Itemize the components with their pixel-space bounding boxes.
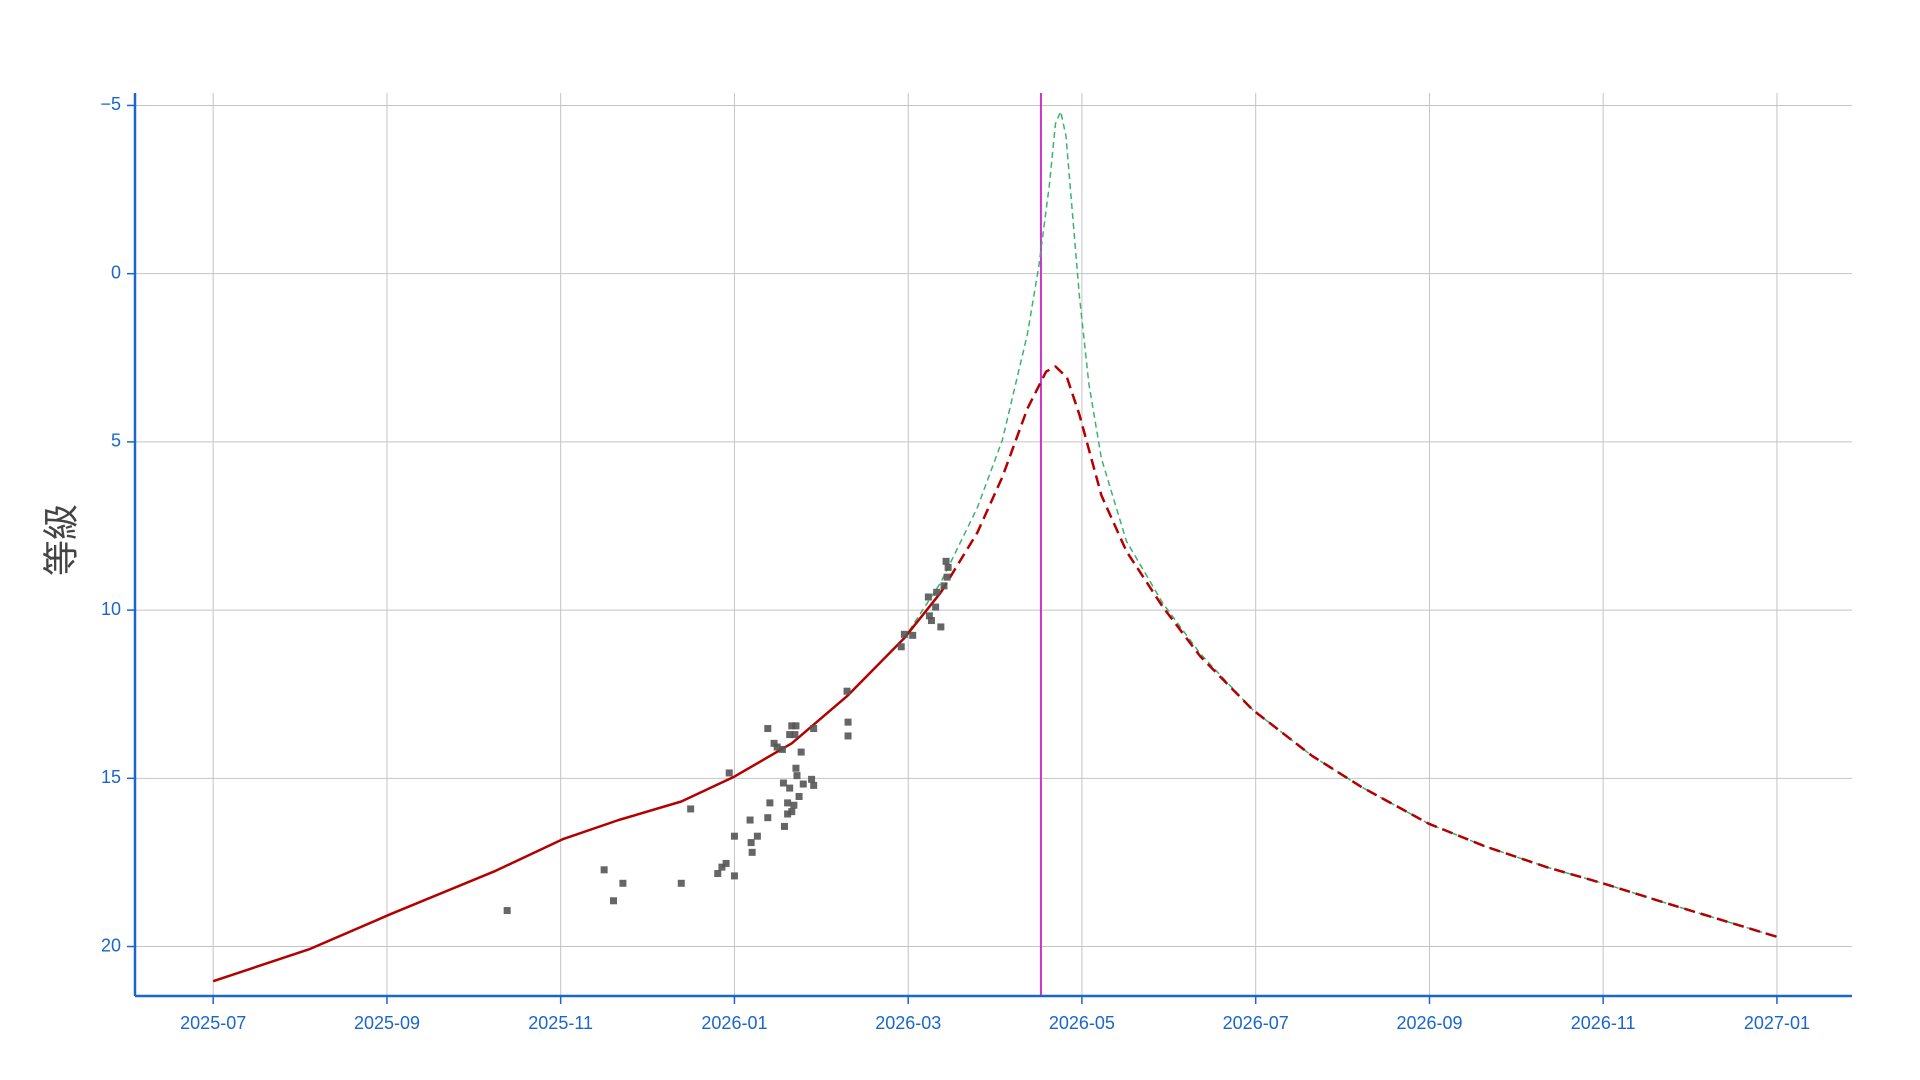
x-tick-label: 2026-09: [1396, 1013, 1462, 1033]
observation-point: [844, 718, 852, 726]
observation-point: [792, 764, 800, 772]
observation-point: [747, 839, 755, 847]
observation-point: [714, 870, 722, 878]
observation-point: [810, 725, 818, 733]
observation-point: [808, 775, 816, 783]
line-series: [212, 110, 1778, 982]
x-tick-label: 2026-03: [875, 1013, 941, 1033]
observation-point: [788, 722, 796, 730]
observation-point: [619, 879, 627, 887]
observation-point: [943, 573, 951, 581]
observation-point: [730, 872, 738, 880]
observation-point: [786, 731, 794, 739]
y-axis-label: 等級: [41, 504, 82, 576]
observation-point: [610, 897, 618, 905]
observation-point: [748, 848, 756, 856]
observation-point: [764, 725, 772, 733]
observation-point: [909, 631, 917, 639]
y-tick-label: −5: [100, 94, 121, 114]
observation-point: [792, 722, 800, 730]
observation-point: [937, 623, 945, 631]
x-tick-label: 2026-07: [1223, 1013, 1289, 1033]
line-series: [939, 365, 1778, 938]
observation-point: [725, 769, 733, 777]
x-tick-label: 2027-01: [1744, 1013, 1810, 1033]
observation-point: [940, 582, 948, 590]
observation-point: [791, 731, 799, 739]
observation-point: [797, 748, 805, 756]
observation-point: [790, 801, 798, 809]
observation-point: [778, 745, 786, 753]
y-tick-label: 0: [111, 262, 121, 282]
observation-point: [900, 630, 908, 638]
observation-point: [925, 612, 933, 620]
observation-point: [927, 617, 935, 625]
observation-point: [730, 832, 738, 840]
observation-point: [687, 805, 695, 813]
observation-point: [844, 732, 852, 740]
x-tick-label: 2026-01: [701, 1013, 767, 1033]
x-tick-label: 2025-09: [354, 1013, 420, 1033]
observation-point: [795, 792, 803, 800]
observation-point: [784, 799, 792, 807]
observation-point: [753, 832, 761, 840]
observation-point: [933, 588, 941, 596]
observation-point: [600, 866, 608, 874]
observation-point: [924, 593, 932, 601]
y-tick-label: 20: [101, 935, 121, 955]
observation-point: [779, 779, 787, 787]
observation-point: [944, 563, 952, 571]
grid: [135, 93, 1852, 996]
axes: 2025-07 2025-09 2025-11 2026-01 2026-03 2026-…: [100, 93, 1852, 1033]
observation-point: [799, 780, 807, 788]
observation-point: [942, 557, 950, 565]
observation-point: [788, 808, 796, 816]
observation-point: [784, 810, 792, 818]
x-tick-label: 2025-11: [528, 1013, 593, 1033]
observation-point: [718, 863, 726, 871]
observation-point: [764, 814, 772, 822]
y-tick-label: 5: [111, 431, 121, 451]
line-series: [212, 591, 942, 983]
observation-point: [932, 603, 940, 611]
observation-point: [773, 743, 781, 751]
x-tick-label: 2026-11: [1571, 1013, 1636, 1033]
observation-point: [766, 799, 774, 807]
observation-point: [503, 907, 511, 915]
observation-point: [843, 687, 851, 695]
x-tick-label: 2025-07: [180, 1013, 246, 1033]
plot-marks: [212, 93, 1778, 996]
y-tick-label: 10: [101, 599, 121, 619]
observation-point: [793, 772, 801, 780]
observation-point: [770, 739, 778, 747]
observation-point: [780, 822, 788, 830]
observation-point: [746, 816, 754, 824]
y-tick-label: 15: [101, 767, 121, 787]
observation-point: [786, 784, 794, 792]
observation-point: [722, 859, 730, 867]
x-tick-label: 2026-05: [1049, 1013, 1115, 1033]
observation-point: [677, 879, 685, 887]
observation-point: [810, 781, 818, 789]
observation-point: [897, 643, 905, 651]
